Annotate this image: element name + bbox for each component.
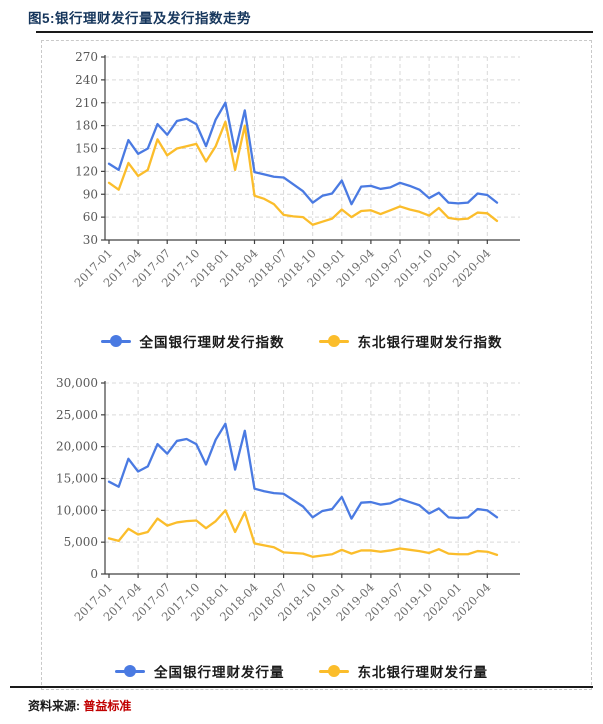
svg-text:120: 120: [75, 164, 98, 178]
svg-text:30: 30: [83, 233, 98, 247]
line-dot-marker-icon: [115, 665, 145, 677]
svg-text:15,000: 15,000: [56, 472, 98, 486]
legend-item-northeast-volume: 东北银行理财发行量: [318, 661, 489, 681]
source-name: 普益标准: [83, 699, 132, 713]
svg-text:25,000: 25,000: [56, 408, 98, 422]
source-label: 资料来源:: [28, 699, 80, 713]
legend-label: 全国银行理财发行量: [154, 665, 285, 680]
svg-text:10,000: 10,000: [56, 503, 98, 517]
svg-text:90: 90: [83, 187, 98, 201]
line-dot-marker-icon: [100, 335, 131, 347]
svg-text:210: 210: [75, 96, 98, 110]
svg-text:30,000: 30,000: [56, 376, 98, 390]
legend-label: 东北银行理财发行量: [357, 665, 488, 680]
top-rule: [36, 31, 593, 33]
index-chart-legend: 全国银行理财发行指数 东北银行理财发行指数: [0, 331, 603, 351]
svg-text:0: 0: [90, 567, 98, 581]
svg-text:5,000: 5,000: [64, 535, 98, 549]
svg-text:240: 240: [75, 73, 98, 87]
svg-text:20,000: 20,000: [56, 440, 98, 454]
legend-item-national-volume: 全国银行理财发行量: [115, 661, 285, 681]
source-line: 资料来源: 普益标准: [28, 697, 131, 714]
issuance-volume-chart: 05,00010,00015,00020,00025,00030,0002017…: [56, 376, 520, 624]
issuance-index-chart: 3060901201501802102402702017-012017-0420…: [71, 50, 520, 290]
bottom-rule: [10, 686, 593, 688]
svg-text:60: 60: [83, 210, 98, 224]
figure-title: 图5:银行理财发行量及发行指数走势: [28, 11, 252, 26]
legend-label: 全国银行理财发行指数: [139, 335, 285, 350]
line-dot-marker-icon: [318, 665, 349, 677]
legend-item-national-index: 全国银行理财发行指数: [100, 331, 285, 351]
svg-text:270: 270: [75, 50, 98, 64]
svg-text:180: 180: [75, 119, 98, 133]
svg-text:150: 150: [75, 142, 98, 156]
volume-chart-legend: 全国银行理财发行量 东北银行理财发行量: [0, 661, 603, 681]
line-dot-marker-icon: [318, 335, 349, 347]
legend-item-northeast-index: 东北银行理财发行指数: [318, 331, 503, 351]
legend-label: 东北银行理财发行指数: [357, 335, 503, 350]
